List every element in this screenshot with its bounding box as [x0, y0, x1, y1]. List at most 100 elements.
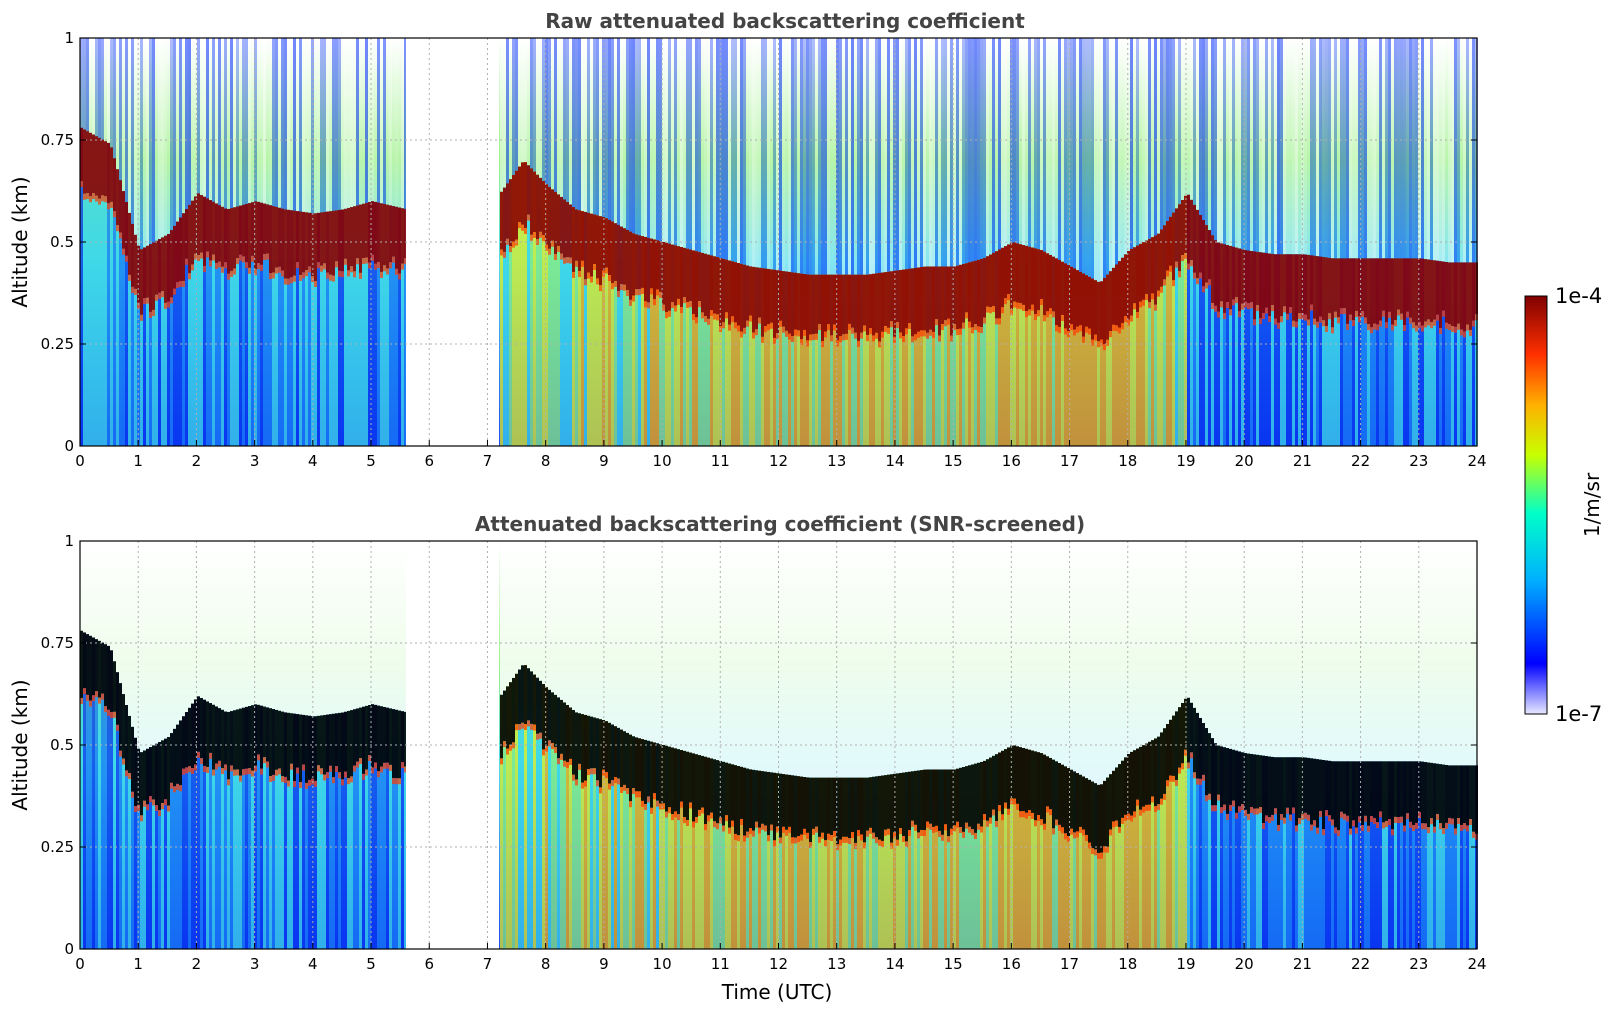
layer-band [815, 777, 818, 827]
x-tick-label: 17 [1060, 452, 1079, 470]
screened-column [389, 541, 392, 709]
heatmap-column [380, 203, 383, 446]
layer-band [80, 630, 83, 698]
screened-column [752, 541, 755, 770]
heatmap-column [749, 266, 752, 446]
heatmap-column [503, 690, 506, 949]
layer-band [170, 230, 173, 298]
layer-edge [1394, 816, 1397, 823]
x-tick-label: 9 [599, 955, 609, 973]
noise-column [548, 38, 551, 187]
screened-column [602, 541, 605, 720]
layer-edge [1292, 807, 1295, 814]
layer-band [143, 247, 146, 299]
layer-edge [350, 266, 353, 273]
layer-band [1340, 258, 1343, 309]
heatmap-column [719, 760, 722, 949]
heatmap-column [86, 634, 89, 949]
layer-edge [866, 830, 869, 837]
screened-column [674, 541, 677, 749]
layer-edge [1163, 793, 1166, 800]
layer-band [1286, 254, 1289, 314]
noise-column [512, 38, 515, 175]
heatmap-column [680, 247, 683, 446]
heatmap-column [1187, 697, 1190, 949]
layer-band [1346, 258, 1349, 324]
layer-edge [332, 275, 335, 282]
layer-band [929, 769, 932, 824]
layer-band [1055, 761, 1058, 820]
layer-edge [125, 255, 128, 262]
noise-column [350, 38, 353, 208]
heatmap-column [284, 712, 287, 949]
screened-column [692, 541, 695, 754]
layer-band [977, 762, 980, 824]
noise-column [767, 38, 770, 269]
layer-edge [698, 301, 701, 308]
heatmap-column [1445, 261, 1448, 446]
layer-band [1472, 262, 1475, 321]
heatmap-column [1418, 258, 1421, 446]
screened-column [1439, 541, 1442, 765]
layer-edge [692, 821, 695, 828]
layer-band [1052, 759, 1055, 829]
layer-edge [308, 779, 311, 786]
layer-band [746, 265, 749, 321]
layer-edge [1286, 313, 1289, 320]
x-tick-label: 14 [885, 452, 904, 470]
screened-column [671, 541, 674, 748]
layer-edge [575, 260, 578, 267]
layer-edge [872, 832, 875, 839]
layer-edge [773, 337, 776, 344]
layer-band [893, 773, 896, 833]
heatmap-column [305, 715, 308, 949]
layer-edge [341, 779, 344, 786]
heatmap-column [707, 757, 710, 949]
layer-band [779, 773, 782, 838]
layer-edge [1418, 321, 1421, 328]
screened-column [248, 541, 251, 707]
layer-edge [902, 336, 905, 343]
screened-column [527, 541, 530, 669]
noise-column [1295, 38, 1298, 255]
layer-band [233, 710, 236, 770]
layer-edge [1085, 326, 1088, 333]
layer-edge [971, 829, 974, 836]
heatmap-column [1013, 745, 1016, 949]
layer-band [611, 724, 614, 781]
layer-band [254, 201, 257, 270]
y-axis-label: Altitude (km) [8, 176, 32, 307]
layer-band [1439, 261, 1442, 328]
layer-band [107, 142, 110, 204]
noise-column [251, 38, 254, 203]
layer-band [584, 211, 587, 280]
layer-edge [212, 769, 215, 776]
heatmap-column [254, 201, 257, 446]
screened-column [827, 541, 830, 778]
screened-column [941, 541, 944, 770]
heatmap-column [1208, 230, 1211, 446]
screened-column [635, 541, 638, 738]
heatmap-column [725, 762, 728, 949]
noise-column [218, 38, 221, 206]
layer-band [878, 272, 881, 342]
screened-column [206, 541, 209, 702]
heatmap-column [623, 731, 626, 949]
heatmap-column [908, 771, 911, 949]
layer-band [335, 210, 338, 262]
noise-column [1079, 38, 1082, 272]
heatmap-column [1310, 255, 1313, 446]
heatmap-column [1265, 756, 1268, 949]
layer-band [1007, 747, 1010, 809]
layer-edge [176, 282, 179, 289]
layer-band [806, 777, 809, 833]
layer-edge [278, 266, 281, 273]
layer-edge [326, 272, 329, 279]
layer-edge [1157, 804, 1160, 811]
layer-edge [635, 791, 638, 798]
screened-column [1088, 541, 1091, 780]
layer-edge [1187, 762, 1190, 769]
heatmap-column [1346, 258, 1349, 446]
layer-band [1226, 245, 1229, 302]
layer-edge [836, 340, 839, 347]
